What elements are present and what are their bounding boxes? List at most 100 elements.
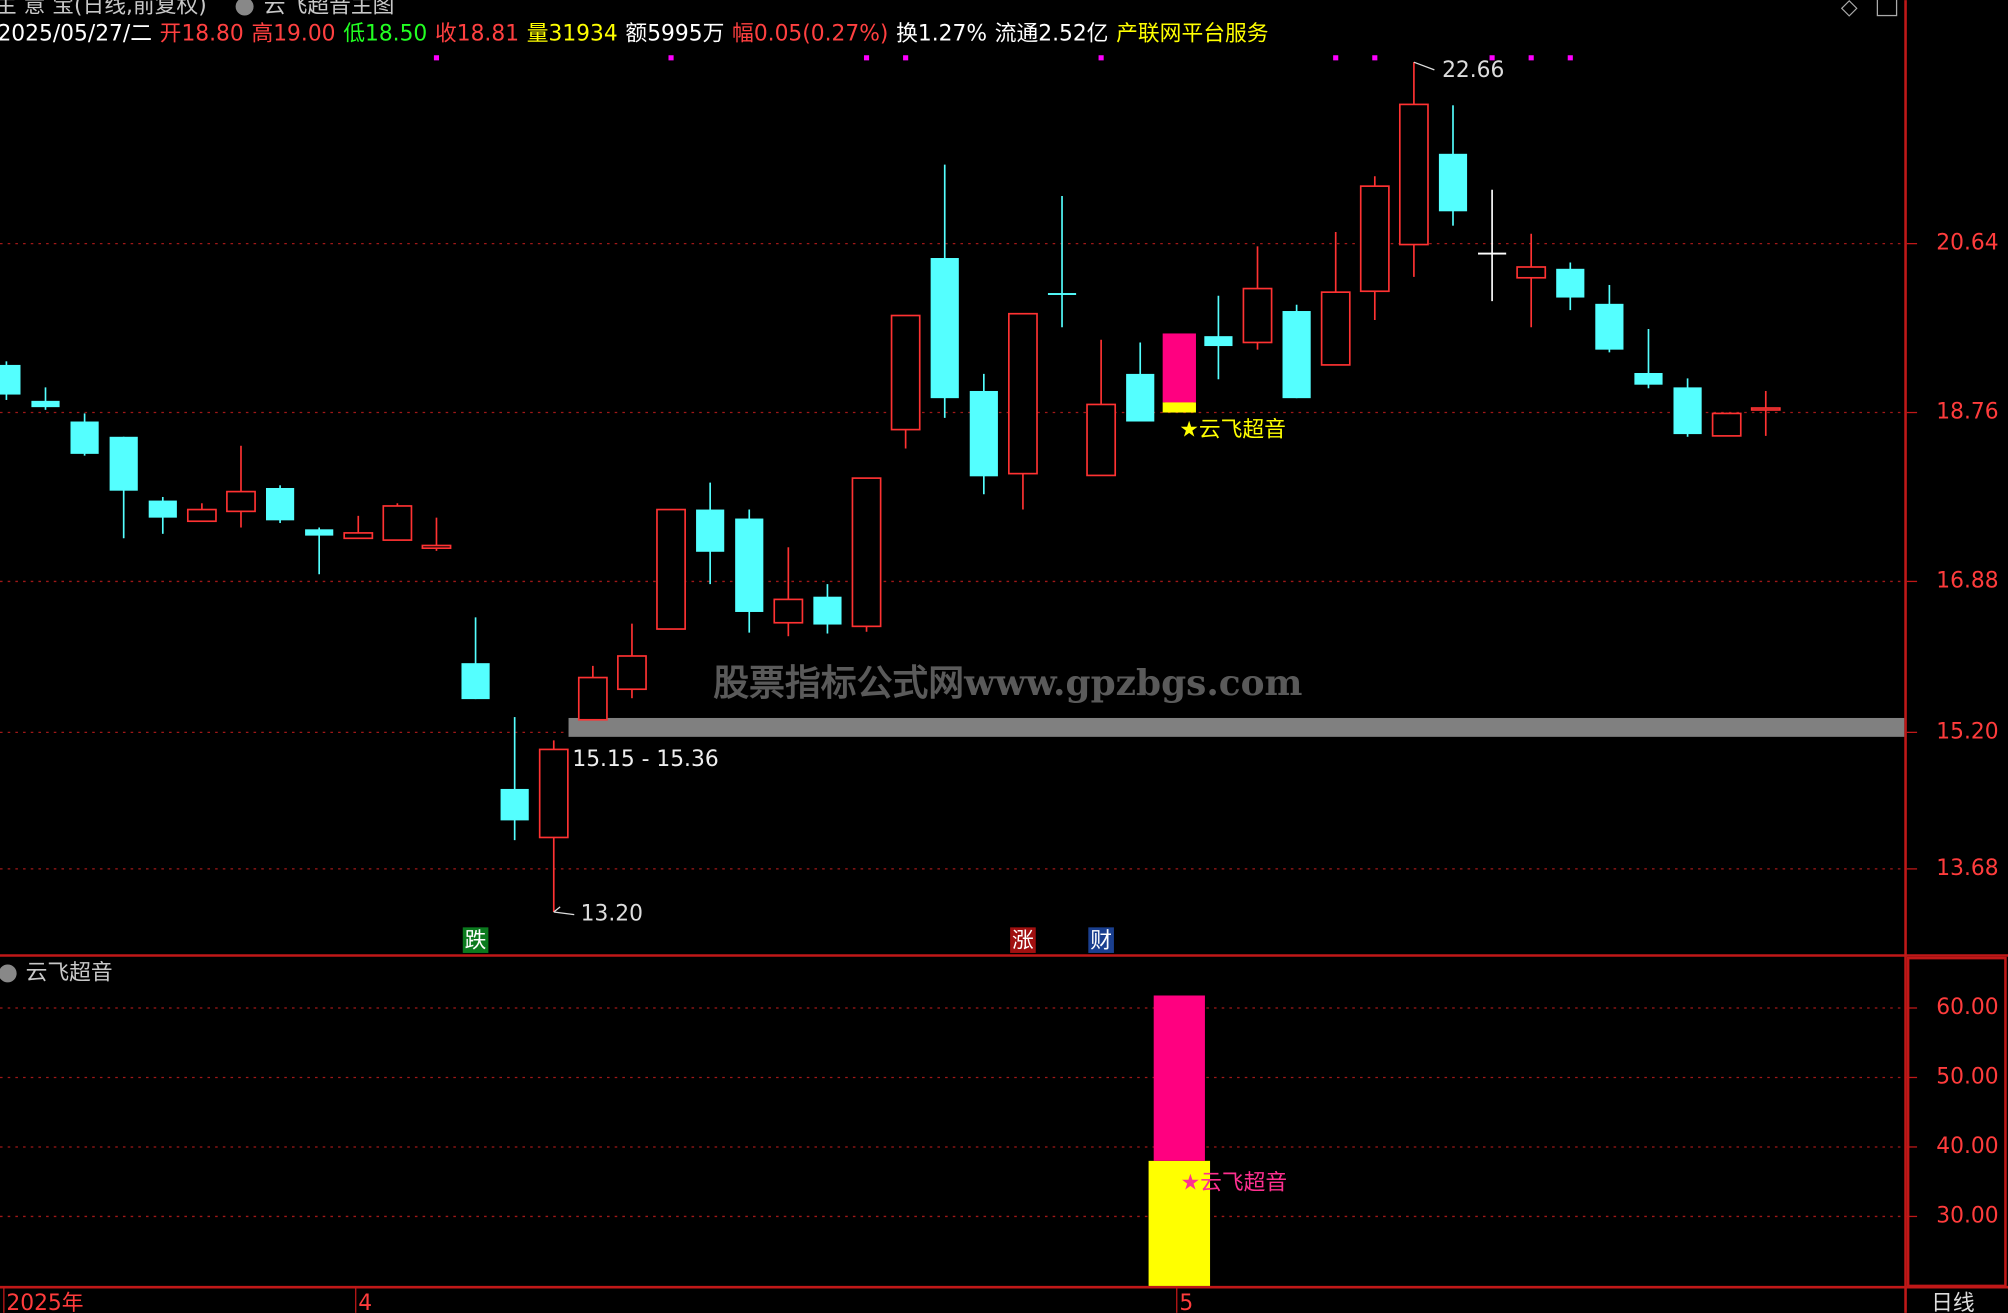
candle-body [1126, 373, 1155, 422]
max-arrow [1413, 61, 1435, 71]
candle-body [538, 748, 569, 839]
candle-body [0, 364, 21, 395]
candle-body [1438, 153, 1468, 212]
candle-body [343, 532, 374, 540]
x-tick-label: 2025年 [6, 1291, 83, 1313]
x-tick-label: 5 [1179, 1291, 1193, 1313]
min-arrow [553, 906, 575, 916]
candle-body [656, 508, 686, 630]
candle-body [890, 314, 921, 431]
marker-dot [1333, 55, 1339, 61]
y-tick-label: 40.00 [1936, 1134, 1998, 1159]
candle-body [1634, 373, 1663, 385]
candle-body [265, 487, 295, 521]
candle-body [696, 509, 725, 552]
candle-body [930, 258, 959, 399]
signal-top [1162, 333, 1196, 403]
indicator-bar [1153, 995, 1205, 1161]
candle-body [1750, 407, 1781, 411]
min-label: 13.20 [581, 902, 643, 927]
marker-dot [863, 55, 870, 61]
candle-body [305, 529, 334, 536]
candle-body [1595, 303, 1624, 350]
header-item: 幅0.05(0.27%) [732, 22, 888, 47]
candle-body [1047, 293, 1077, 295]
header-indicator: 云飞超音主图 [264, 0, 395, 19]
y-tick-label: 18.76 [1936, 400, 1998, 425]
watermark: 股票指标公式网www.gpzbgs.com [713, 662, 1302, 704]
icon-diamond[interactable]: ◇ [1841, 0, 1858, 20]
marker-dot [668, 55, 674, 61]
y-tick-label: 60.00 [1936, 995, 1998, 1020]
marker-dot [903, 55, 909, 61]
event-label: 涨 [1012, 928, 1034, 953]
candle-body [577, 676, 608, 721]
candle-body [500, 788, 529, 821]
candle-body [735, 518, 764, 612]
candle-body [1204, 336, 1233, 347]
y-tick-label: 50.00 [1936, 1064, 1998, 1089]
event-label: 财 [1090, 928, 1112, 953]
candle-body [1398, 103, 1429, 246]
candle-body [1320, 291, 1351, 366]
header-info: 2025/05/27/二 开18.80 高19.00 低18.50 收18.81 量319… [0, 22, 1269, 47]
panel-title: 云飞超音 [26, 960, 113, 985]
candle-body [1282, 311, 1311, 399]
header-item: 低18.50 [343, 22, 427, 47]
candle-body [461, 663, 490, 700]
signal-label: ★云飞超音 [1181, 1170, 1288, 1195]
candle-body [382, 505, 413, 541]
marker-dot [433, 55, 440, 61]
header-item: 2025/05/27/二 [0, 22, 152, 47]
axis-box [1906, 956, 2007, 1288]
dropdown-icon[interactable] [0, 964, 17, 983]
dropdown-icon[interactable] [235, 0, 254, 16]
event-tag [1088, 927, 1114, 953]
candle-body [1556, 268, 1585, 298]
y-tick-label: 13.68 [1936, 856, 1998, 881]
candle-body [969, 390, 998, 477]
zone-label: 15.15 - 15.36 [572, 747, 718, 772]
y-tick-label: 20.64 [1936, 231, 1998, 256]
candle-body [1008, 312, 1038, 475]
event-tag [1010, 927, 1036, 953]
candle-body [1478, 252, 1507, 255]
marker-dot [1098, 55, 1104, 61]
candle-body [1086, 403, 1117, 477]
candle-body [617, 655, 647, 691]
candle-body [226, 490, 256, 513]
icon-window[interactable] [1876, 0, 1898, 17]
event-tag [462, 927, 489, 953]
y-tick-label: 30.00 [1936, 1203, 1998, 1228]
period-label: 日线 [1931, 1291, 1975, 1313]
candle-body [1711, 412, 1742, 437]
candle-body [1673, 387, 1702, 435]
candle-body [70, 421, 99, 454]
header-item: 额5995万 [625, 22, 724, 47]
candle-body [421, 544, 452, 550]
candle-body [148, 500, 177, 518]
y-tick-label: 15.20 [1936, 719, 1998, 744]
header-item: 流通2.52亿 [995, 22, 1109, 47]
marker-dot [1567, 55, 1573, 61]
candle-body [773, 598, 804, 624]
candle-body [851, 477, 882, 628]
max-label: 22.66 [1442, 58, 1504, 83]
candle-body [1242, 287, 1273, 344]
indicator-bar [1148, 1160, 1211, 1286]
header-item: 量31934 [527, 22, 618, 47]
event-label: 跌 [465, 928, 487, 953]
signal-strip [1162, 402, 1196, 413]
candle-body [813, 596, 842, 625]
marker-dot [1489, 55, 1495, 61]
header-item: 高19.00 [251, 22, 335, 47]
header-item: 产联网平台服务 [1116, 22, 1268, 47]
candle-body [1359, 185, 1390, 293]
header-item: 开18.80 [160, 22, 244, 47]
signal-label: ★云飞超音 [1179, 417, 1286, 442]
candle-body [109, 436, 138, 491]
x-tick-label: 4 [358, 1291, 372, 1313]
header-item: 换1.27% [896, 22, 987, 47]
